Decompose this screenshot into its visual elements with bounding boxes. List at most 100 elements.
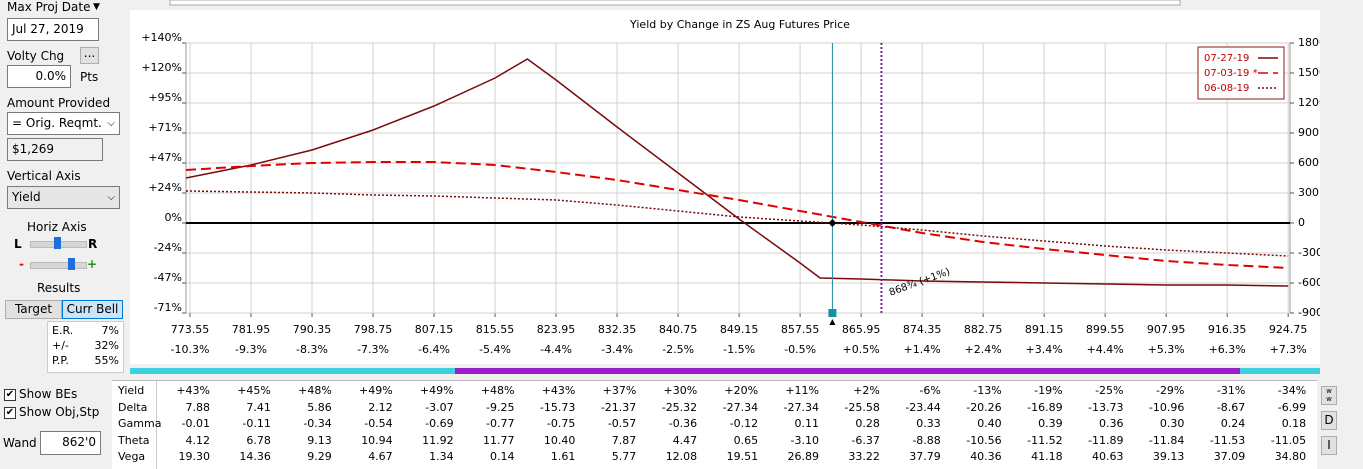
cell: -10.96 xyxy=(1148,400,1185,414)
cell: 7.87 xyxy=(611,433,637,447)
cell: +48% xyxy=(480,384,515,397)
checkbox-label[interactable]: Show BEs xyxy=(19,387,78,401)
wand-pointer xyxy=(829,319,836,325)
x-change-label: +0.5% xyxy=(843,343,880,356)
dropdown-arrow[interactable]: ▼ xyxy=(93,2,100,12)
legend-box xyxy=(1197,46,1285,100)
x-tick-label: 924.75 xyxy=(1269,323,1308,336)
y-tick-label: 1800 xyxy=(1298,36,1320,49)
axis-select[interactable]: Yield ⌵ xyxy=(7,186,120,209)
x-tick-label: 907.95 xyxy=(1147,323,1186,336)
cell: -25.32 xyxy=(661,400,698,414)
x-change-label: +4.4% xyxy=(1087,343,1124,356)
cell: 34.80 xyxy=(1274,450,1307,463)
cell: +20% xyxy=(724,384,759,397)
y2-tick-label: -24% xyxy=(154,241,182,254)
label: Amount Provided xyxy=(7,96,111,110)
cell: 12.08 xyxy=(665,450,698,463)
stats-box: E.R. 7% +/- 32% P.P. 55% xyxy=(47,321,124,373)
wand-input[interactable]: 862'0 xyxy=(40,431,101,455)
slider-thumb[interactable] xyxy=(54,237,61,249)
side-button[interactable]: I xyxy=(1321,436,1337,455)
wand-handle xyxy=(828,309,837,317)
slider-label: L xyxy=(14,237,22,251)
cell: -27.34 xyxy=(783,400,819,414)
cell: 5.77 xyxy=(611,450,637,463)
cell: -0.69 xyxy=(425,417,454,430)
y-tick-label: 1500 xyxy=(1298,66,1320,79)
toolbar-edge xyxy=(169,0,1181,6)
cell: 7.41 xyxy=(246,400,271,414)
checkbox[interactable]: ✔ xyxy=(4,407,16,419)
cell: 19.51 xyxy=(726,450,759,463)
cell: 41.18 xyxy=(1031,450,1063,463)
cell: 0.36 xyxy=(1099,417,1124,430)
button[interactable]: ... xyxy=(80,47,99,64)
volty-input[interactable]: 0.0% xyxy=(7,65,71,88)
x-change-label: -2.5% xyxy=(662,343,694,356)
cell: +45% xyxy=(237,384,271,397)
cell: 0.33 xyxy=(916,417,941,430)
select-text: = Orig. Reqmt. xyxy=(12,116,102,130)
cell: -11.89 xyxy=(1088,433,1124,447)
cell: 0.11 xyxy=(794,417,820,430)
x-change-label: -4.4% xyxy=(540,343,572,356)
amount-select[interactable]: = Orig. Reqmt. ⌵ xyxy=(7,112,120,135)
cell: 39.13 xyxy=(1152,450,1185,463)
slider-track[interactable] xyxy=(30,262,87,269)
chart-background xyxy=(130,10,1320,364)
x-change-label: +1.4% xyxy=(904,343,941,356)
cell: +48% xyxy=(298,384,332,397)
y2-tick-label: -71% xyxy=(154,301,182,314)
cell: -0.57 xyxy=(607,417,637,430)
x-tick-label: 857.55 xyxy=(781,323,820,336)
label[interactable]: Max Proj Date xyxy=(7,0,91,14)
zoom-plus[interactable]: + xyxy=(87,257,98,271)
x-tick-label: 849.15 xyxy=(720,323,759,336)
checkbox-label[interactable]: Show Obj,Stp xyxy=(19,405,100,419)
x-change-label: -1.5% xyxy=(723,343,755,356)
side-button[interactable]: D xyxy=(1321,411,1337,430)
cell: +49% xyxy=(359,384,393,397)
cell: -10.56 xyxy=(966,433,1002,447)
y-tick-label: 300 xyxy=(1298,186,1319,199)
curr-bell-button[interactable]: Curr Bell xyxy=(62,300,123,319)
label: Wand xyxy=(3,436,37,450)
cell: 7.88 xyxy=(185,400,211,414)
cell: 0.39 xyxy=(1038,417,1063,430)
chevron: ⌵ xyxy=(107,192,115,203)
stat-value: 7% xyxy=(101,324,119,337)
y2-tick-label: +71% xyxy=(148,121,182,134)
x-tick-label: 823.95 xyxy=(537,323,576,336)
slider-thumb[interactable] xyxy=(68,258,75,270)
y2-tick-label: +120% xyxy=(141,61,182,74)
legend-label: 07-03-19 * xyxy=(1204,68,1258,79)
zoom-minus[interactable]: - xyxy=(19,257,24,271)
x-change-label: -8.3% xyxy=(296,343,328,356)
stat-label: P.P. xyxy=(52,354,69,367)
date-input[interactable]: Jul 27, 2019 xyxy=(7,18,99,41)
cell: 10.94 xyxy=(361,433,393,447)
target-button[interactable]: Target xyxy=(5,300,62,319)
cell: 4.47 xyxy=(672,433,698,447)
checkbox[interactable]: ✔ xyxy=(4,389,16,401)
cell: 4.12 xyxy=(185,433,211,447)
cell: 40.63 xyxy=(1092,450,1124,463)
cell: +49% xyxy=(419,384,454,397)
cell: -20.26 xyxy=(966,400,1002,414)
x-tick-label: 882.75 xyxy=(964,323,1003,336)
x-change-label: +7.3% xyxy=(1270,343,1307,356)
x-change-label: -9.3% xyxy=(235,343,267,356)
cell: 26.89 xyxy=(787,450,820,463)
cell: 0.18 xyxy=(1281,417,1307,430)
cell: 10.40 xyxy=(543,433,576,447)
cell: +2% xyxy=(853,384,880,397)
cell: 0.30 xyxy=(1159,417,1185,430)
legend-label: 07-27-19 xyxy=(1204,53,1249,64)
cell: +37% xyxy=(602,384,637,397)
cell: 0.40 xyxy=(977,417,1002,430)
chart: Yield by Change in ZS Aug Futures Price … xyxy=(130,0,1320,374)
cell: -6.99 xyxy=(1277,400,1307,414)
cell: -19% xyxy=(1034,384,1063,397)
